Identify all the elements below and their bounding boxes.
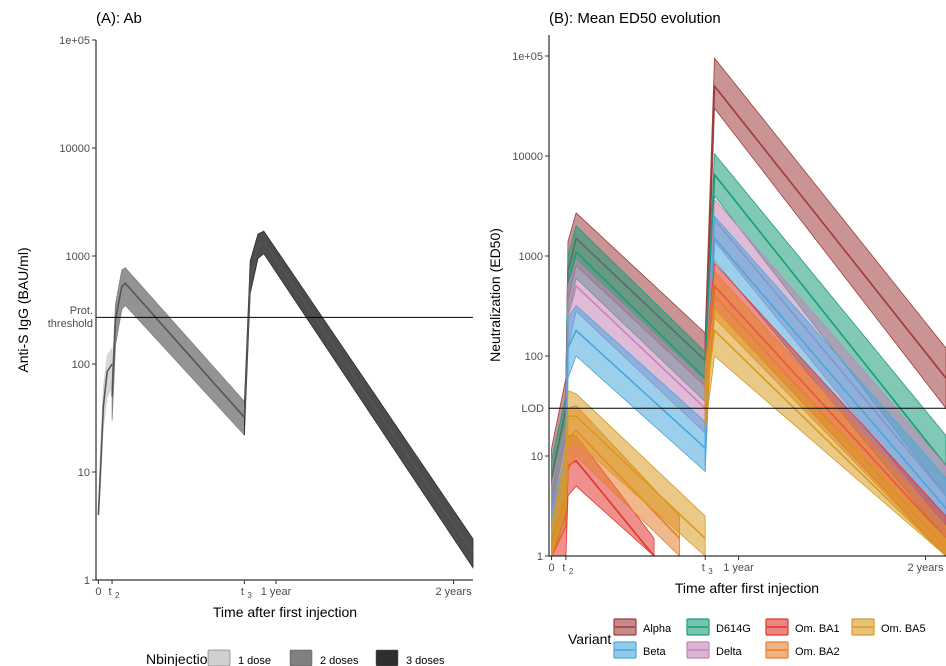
y-tick-label-4: 10000 (59, 143, 90, 155)
x-tick-t2-label: t (562, 562, 565, 574)
legend-label-2-doses: 2 doses (320, 655, 359, 666)
legend-label-om-ba1: Om. BA1 (795, 623, 840, 635)
legend-item-beta: Beta (613, 641, 667, 659)
1-dose-mean-line-0 (97, 363, 113, 516)
legend-item-om-ba2: Om. BA2 (765, 641, 840, 659)
x-tick-1-year-label: 1 year (723, 562, 754, 574)
legend-item-om-ba5: Om. BA5 (851, 618, 926, 636)
panel-a-y-axis-title: Anti-S IgG (BAU/ml) (15, 247, 31, 372)
legend-key-3-doses (375, 649, 399, 666)
panel-a-legend-title: Nbinjections (146, 651, 222, 666)
panel-a-title: (A): Ab (96, 10, 142, 27)
x-tick-t3-subscript: 3 (708, 567, 713, 576)
panel-b: (B): Mean ED50 evolution LOD 11010010001… (487, 10, 946, 596)
d614g-mean-line-1 (704, 172, 946, 467)
x-tick-1-year-label: 1 year (261, 586, 292, 598)
y-tick-label-3: 1000 (66, 251, 90, 263)
x-tick-t3-label: t (702, 562, 705, 574)
x-tick-t0-label: 0 (548, 562, 554, 574)
panel-b-title: (B): Mean ED50 evolution (549, 10, 721, 27)
legend-label-d614g: D614G (716, 623, 751, 635)
x-tick-t0-label: 0 (95, 586, 101, 598)
y-tick-label-5: 1e+05 (512, 51, 543, 63)
legend-item-2-doses: 2 doses (289, 649, 359, 666)
legend-label-om-ba2: Om. BA2 (795, 646, 840, 658)
panel-b-legend-title: Variant (568, 631, 611, 647)
3-doses-mean-line-0 (243, 240, 474, 553)
1-dose-ribbon-0 (98, 346, 113, 516)
legend-label-1-dose: 1 dose (238, 655, 271, 666)
threshold-label-line2: threshold (48, 318, 93, 330)
legend-item-om-ba1: Om. BA1 (765, 618, 840, 636)
x-tick-t2-subscript: 2 (569, 567, 574, 576)
panel-b-y-axis-title: Neutralization (ED50) (487, 228, 503, 362)
alpha-mean-line-1 (704, 83, 946, 379)
panel-b-legend: Variant Alpha D614G Om. BA1 Om. BA5 Beta… (568, 618, 926, 659)
legend-item-d614g: D614G (686, 618, 751, 636)
2-doses-mean-line-0 (111, 282, 245, 418)
panel-a-legend: Nbinjections 1 dose 2 doses 3 doses (146, 649, 445, 666)
y-tick-label-3: 1000 (519, 251, 543, 263)
y-tick-label-5: 1e+05 (59, 35, 90, 47)
om-ba5-mean-line-0 (550, 415, 706, 556)
panel-a-series (97, 230, 474, 570)
legend-item-alpha: Alpha (613, 618, 672, 636)
panel-a-x-axis-title: Time after first injection (213, 604, 357, 620)
panel-a: (A): Ab Prot. threshold 1101001000100001… (15, 10, 474, 620)
y-tick-label-2: 100 (72, 359, 90, 371)
x-tick-t2-label: t (109, 586, 112, 598)
legend-item-delta: Delta (686, 641, 743, 659)
panel-b-series (550, 57, 946, 556)
panel-a-y-ticks: 1 10 100 1000 10000 1e+05 (59, 35, 96, 587)
lod-label: LOD (521, 403, 544, 415)
legend-label-om-ba5: Om. BA5 (881, 623, 926, 635)
x-tick-t2-subscript: 2 (115, 591, 120, 600)
legend-key-1-dose (207, 649, 231, 666)
y-tick-label-0: 1 (537, 551, 543, 563)
panel-b-x-axis-title: Time after first injection (675, 580, 819, 596)
3-doses-ribbon-0 (243, 230, 474, 570)
x-tick-2-years-label: 2 years (907, 562, 944, 574)
legend-label-delta: Delta (716, 646, 743, 658)
legend-item-3-doses: 3 doses (375, 649, 445, 666)
legend-key-2-doses (289, 649, 313, 666)
x-tick-2-years-label: 2 years (436, 586, 473, 598)
2-doses-ribbon-0 (111, 267, 245, 437)
x-tick-t3-subscript: 3 (247, 591, 252, 600)
om-ba5-ribbon-1 (704, 307, 946, 556)
y-tick-label-4: 10000 (512, 151, 543, 163)
y-tick-label-2: 100 (525, 351, 543, 363)
y-tick-label-1: 10 (531, 451, 543, 463)
panel-b-y-ticks: 1 10 100 1000 10000 1e+05 (512, 51, 549, 563)
threshold-label-line1: Prot. (70, 305, 93, 317)
legend-item-1-dose: 1 dose (207, 649, 271, 666)
y-tick-label-1: 10 (78, 467, 90, 479)
legend-label-3-doses: 3 doses (406, 655, 445, 666)
y-tick-label-0: 1 (84, 575, 90, 587)
legend-label-alpha: Alpha (643, 623, 672, 635)
om-ba5-mean-line-1 (704, 328, 946, 556)
om-ba5-ribbon-0 (551, 390, 706, 556)
x-tick-t3-label: t (241, 586, 244, 598)
legend-label-beta: Beta (643, 646, 667, 658)
